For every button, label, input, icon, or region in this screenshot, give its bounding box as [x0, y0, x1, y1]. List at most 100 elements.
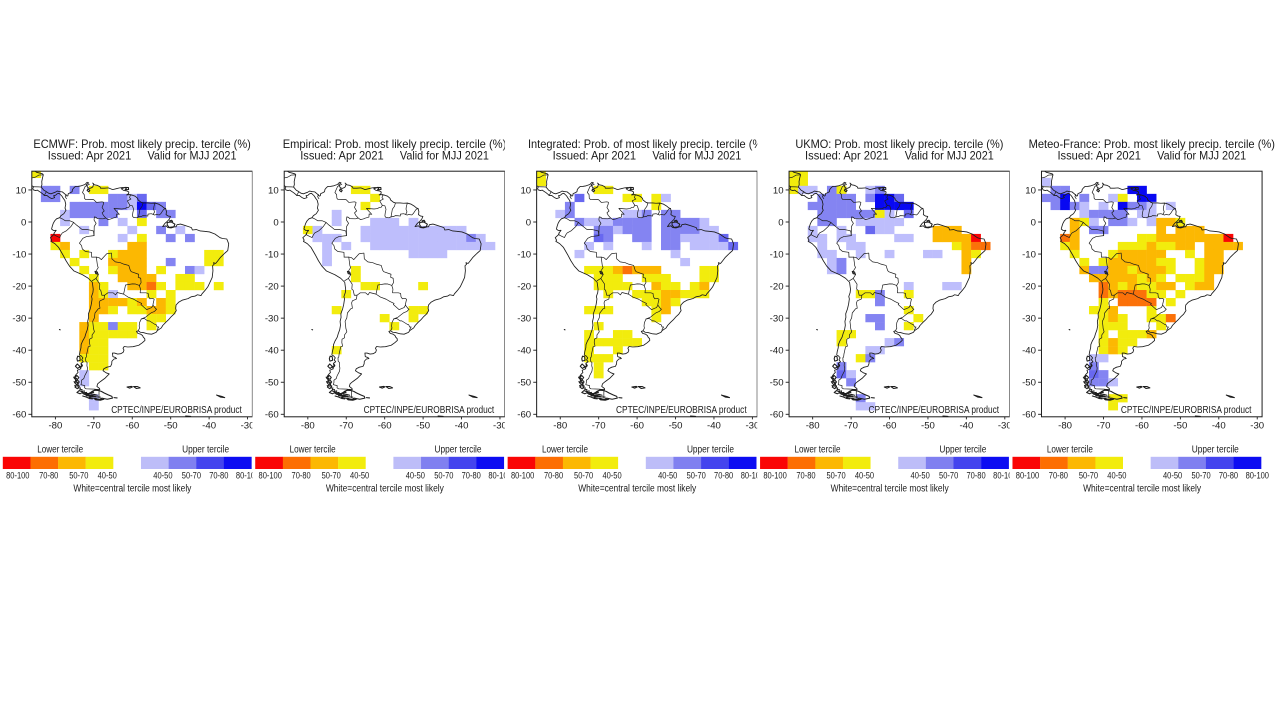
svg-text:-80: -80: [806, 421, 820, 432]
svg-text:70-80: 70-80: [209, 471, 228, 481]
svg-text:CPTEC/INPE/EUROBRISA product: CPTEC/INPE/EUROBRISA product: [1121, 405, 1252, 416]
svg-text:50-70: 50-70: [322, 471, 341, 481]
svg-text:White=central tercile most lik: White=central tercile most likely: [73, 484, 191, 495]
svg-text:40-50: 40-50: [658, 471, 677, 481]
svg-text:Lower tercile: Lower tercile: [1047, 444, 1093, 455]
svg-text:White=central tercile most lik: White=central tercile most likely: [1083, 484, 1201, 495]
svg-text:-60: -60: [770, 410, 784, 421]
svg-text:10: 10: [520, 185, 531, 196]
svg-text:-40: -40: [707, 421, 721, 432]
svg-text:50-70: 50-70: [434, 471, 453, 481]
svg-text:CPTEC/INPE/EUROBRISA product: CPTEC/INPE/EUROBRISA product: [616, 405, 747, 416]
svg-text:70-80: 70-80: [1049, 471, 1068, 481]
svg-text:-30: -30: [517, 313, 531, 324]
svg-text:-30: -30: [998, 421, 1012, 432]
svg-text:CPTEC/INPE/EUROBRISA product: CPTEC/INPE/EUROBRISA product: [868, 405, 999, 416]
svg-text:Issued: Apr 2021: Issued: Apr 2021: [300, 149, 384, 163]
svg-text:Valid for MJJ 2021: Valid for MJJ 2021: [1157, 149, 1246, 163]
svg-text:-30: -30: [265, 313, 279, 324]
svg-text:-20: -20: [12, 281, 26, 292]
svg-text:80-100: 80-100: [1016, 471, 1039, 481]
svg-text:Lower tercile: Lower tercile: [794, 444, 840, 455]
svg-text:-40: -40: [1022, 346, 1036, 357]
svg-text:-50: -50: [669, 421, 683, 432]
svg-text:Upper tercile: Upper tercile: [687, 444, 734, 455]
svg-text:Upper tercile: Upper tercile: [435, 444, 482, 455]
svg-text:-50: -50: [921, 421, 935, 432]
svg-text:-50: -50: [416, 421, 430, 432]
svg-text:ECMWF: Prob. most likely preci: ECMWF: Prob. most likely precip. tercile…: [33, 137, 251, 151]
svg-text:Valid for MJJ 2021: Valid for MJJ 2021: [400, 149, 489, 163]
svg-text:50-70: 50-70: [1191, 471, 1210, 481]
svg-text:40-50: 40-50: [855, 471, 874, 481]
svg-text:80-100: 80-100: [488, 471, 511, 481]
svg-text:10: 10: [773, 185, 784, 196]
svg-text:Lower tercile: Lower tercile: [542, 444, 588, 455]
svg-text:40-50: 40-50: [911, 471, 930, 481]
svg-text:-50: -50: [1022, 378, 1036, 389]
svg-text:CPTEC/INPE/EUROBRISA product: CPTEC/INPE/EUROBRISA product: [111, 405, 242, 416]
svg-text:-30: -30: [745, 421, 759, 432]
svg-text:-80: -80: [553, 421, 567, 432]
svg-text:0: 0: [526, 217, 531, 228]
svg-text:80-100: 80-100: [511, 471, 534, 481]
svg-text:-30: -30: [12, 313, 26, 324]
svg-text:70-80: 70-80: [1219, 471, 1238, 481]
svg-text:-10: -10: [517, 249, 531, 260]
svg-text:40-50: 40-50: [153, 471, 172, 481]
svg-text:80-100: 80-100: [763, 471, 786, 481]
svg-text:-20: -20: [265, 281, 279, 292]
svg-text:Issued: Apr 2021: Issued: Apr 2021: [553, 149, 637, 163]
svg-text:-40: -40: [517, 346, 531, 357]
svg-text:-30: -30: [1250, 421, 1264, 432]
svg-text:80-100: 80-100: [993, 471, 1016, 481]
svg-text:-50: -50: [517, 378, 531, 389]
svg-text:-60: -60: [630, 421, 644, 432]
svg-text:50-70: 50-70: [1079, 471, 1098, 481]
svg-text:70-80: 70-80: [966, 471, 985, 481]
svg-text:-50: -50: [265, 378, 279, 389]
svg-text:-40: -40: [1212, 421, 1226, 432]
svg-text:50-70: 50-70: [687, 471, 706, 481]
svg-text:-60: -60: [1135, 421, 1149, 432]
svg-text:40-50: 40-50: [1163, 471, 1182, 481]
svg-text:-80: -80: [301, 421, 315, 432]
svg-text:-60: -60: [883, 421, 897, 432]
svg-text:Issued: Apr 2021: Issued: Apr 2021: [805, 149, 889, 163]
svg-text:Issued: Apr 2021: Issued: Apr 2021: [48, 149, 132, 163]
svg-text:0: 0: [1031, 217, 1036, 228]
svg-text:Meteo-France: Prob. most likel: Meteo-France: Prob. most likely precip. …: [1029, 137, 1275, 151]
svg-text:-60: -60: [378, 421, 392, 432]
svg-text:80-100: 80-100: [6, 471, 29, 481]
svg-text:40-50: 40-50: [1107, 471, 1126, 481]
svg-text:0: 0: [778, 217, 783, 228]
svg-text:White=central tercile most lik: White=central tercile most likely: [831, 484, 949, 495]
svg-text:50-70: 50-70: [939, 471, 958, 481]
svg-text:0: 0: [21, 217, 26, 228]
svg-text:Lower tercile: Lower tercile: [290, 444, 336, 455]
svg-text:40-50: 40-50: [350, 471, 369, 481]
svg-text:UKMO: Prob. most likely precip: UKMO: Prob. most likely precip. tercile …: [795, 137, 1003, 151]
svg-text:-60: -60: [12, 410, 26, 421]
svg-text:-10: -10: [1022, 249, 1036, 260]
svg-text:CPTEC/INPE/EUROBRISA product: CPTEC/INPE/EUROBRISA product: [364, 405, 495, 416]
svg-text:-80: -80: [48, 421, 62, 432]
svg-text:70-80: 70-80: [714, 471, 733, 481]
svg-text:0: 0: [273, 217, 278, 228]
svg-text:Issued: Apr 2021: Issued: Apr 2021: [1057, 149, 1141, 163]
svg-text:40-50: 40-50: [406, 471, 425, 481]
svg-text:Lower tercile: Lower tercile: [37, 444, 83, 455]
svg-text:-60: -60: [125, 421, 139, 432]
svg-text:-50: -50: [770, 378, 784, 389]
svg-text:-60: -60: [517, 410, 531, 421]
svg-text:70-80: 70-80: [796, 471, 815, 481]
svg-text:80-100: 80-100: [259, 471, 282, 481]
svg-text:-40: -40: [959, 421, 973, 432]
svg-text:-70: -70: [87, 421, 101, 432]
svg-text:-30: -30: [241, 421, 255, 432]
svg-text:50-70: 50-70: [574, 471, 593, 481]
svg-text:-50: -50: [164, 421, 178, 432]
svg-text:-40: -40: [770, 346, 784, 357]
svg-text:-50: -50: [1173, 421, 1187, 432]
svg-text:Upper tercile: Upper tercile: [939, 444, 986, 455]
